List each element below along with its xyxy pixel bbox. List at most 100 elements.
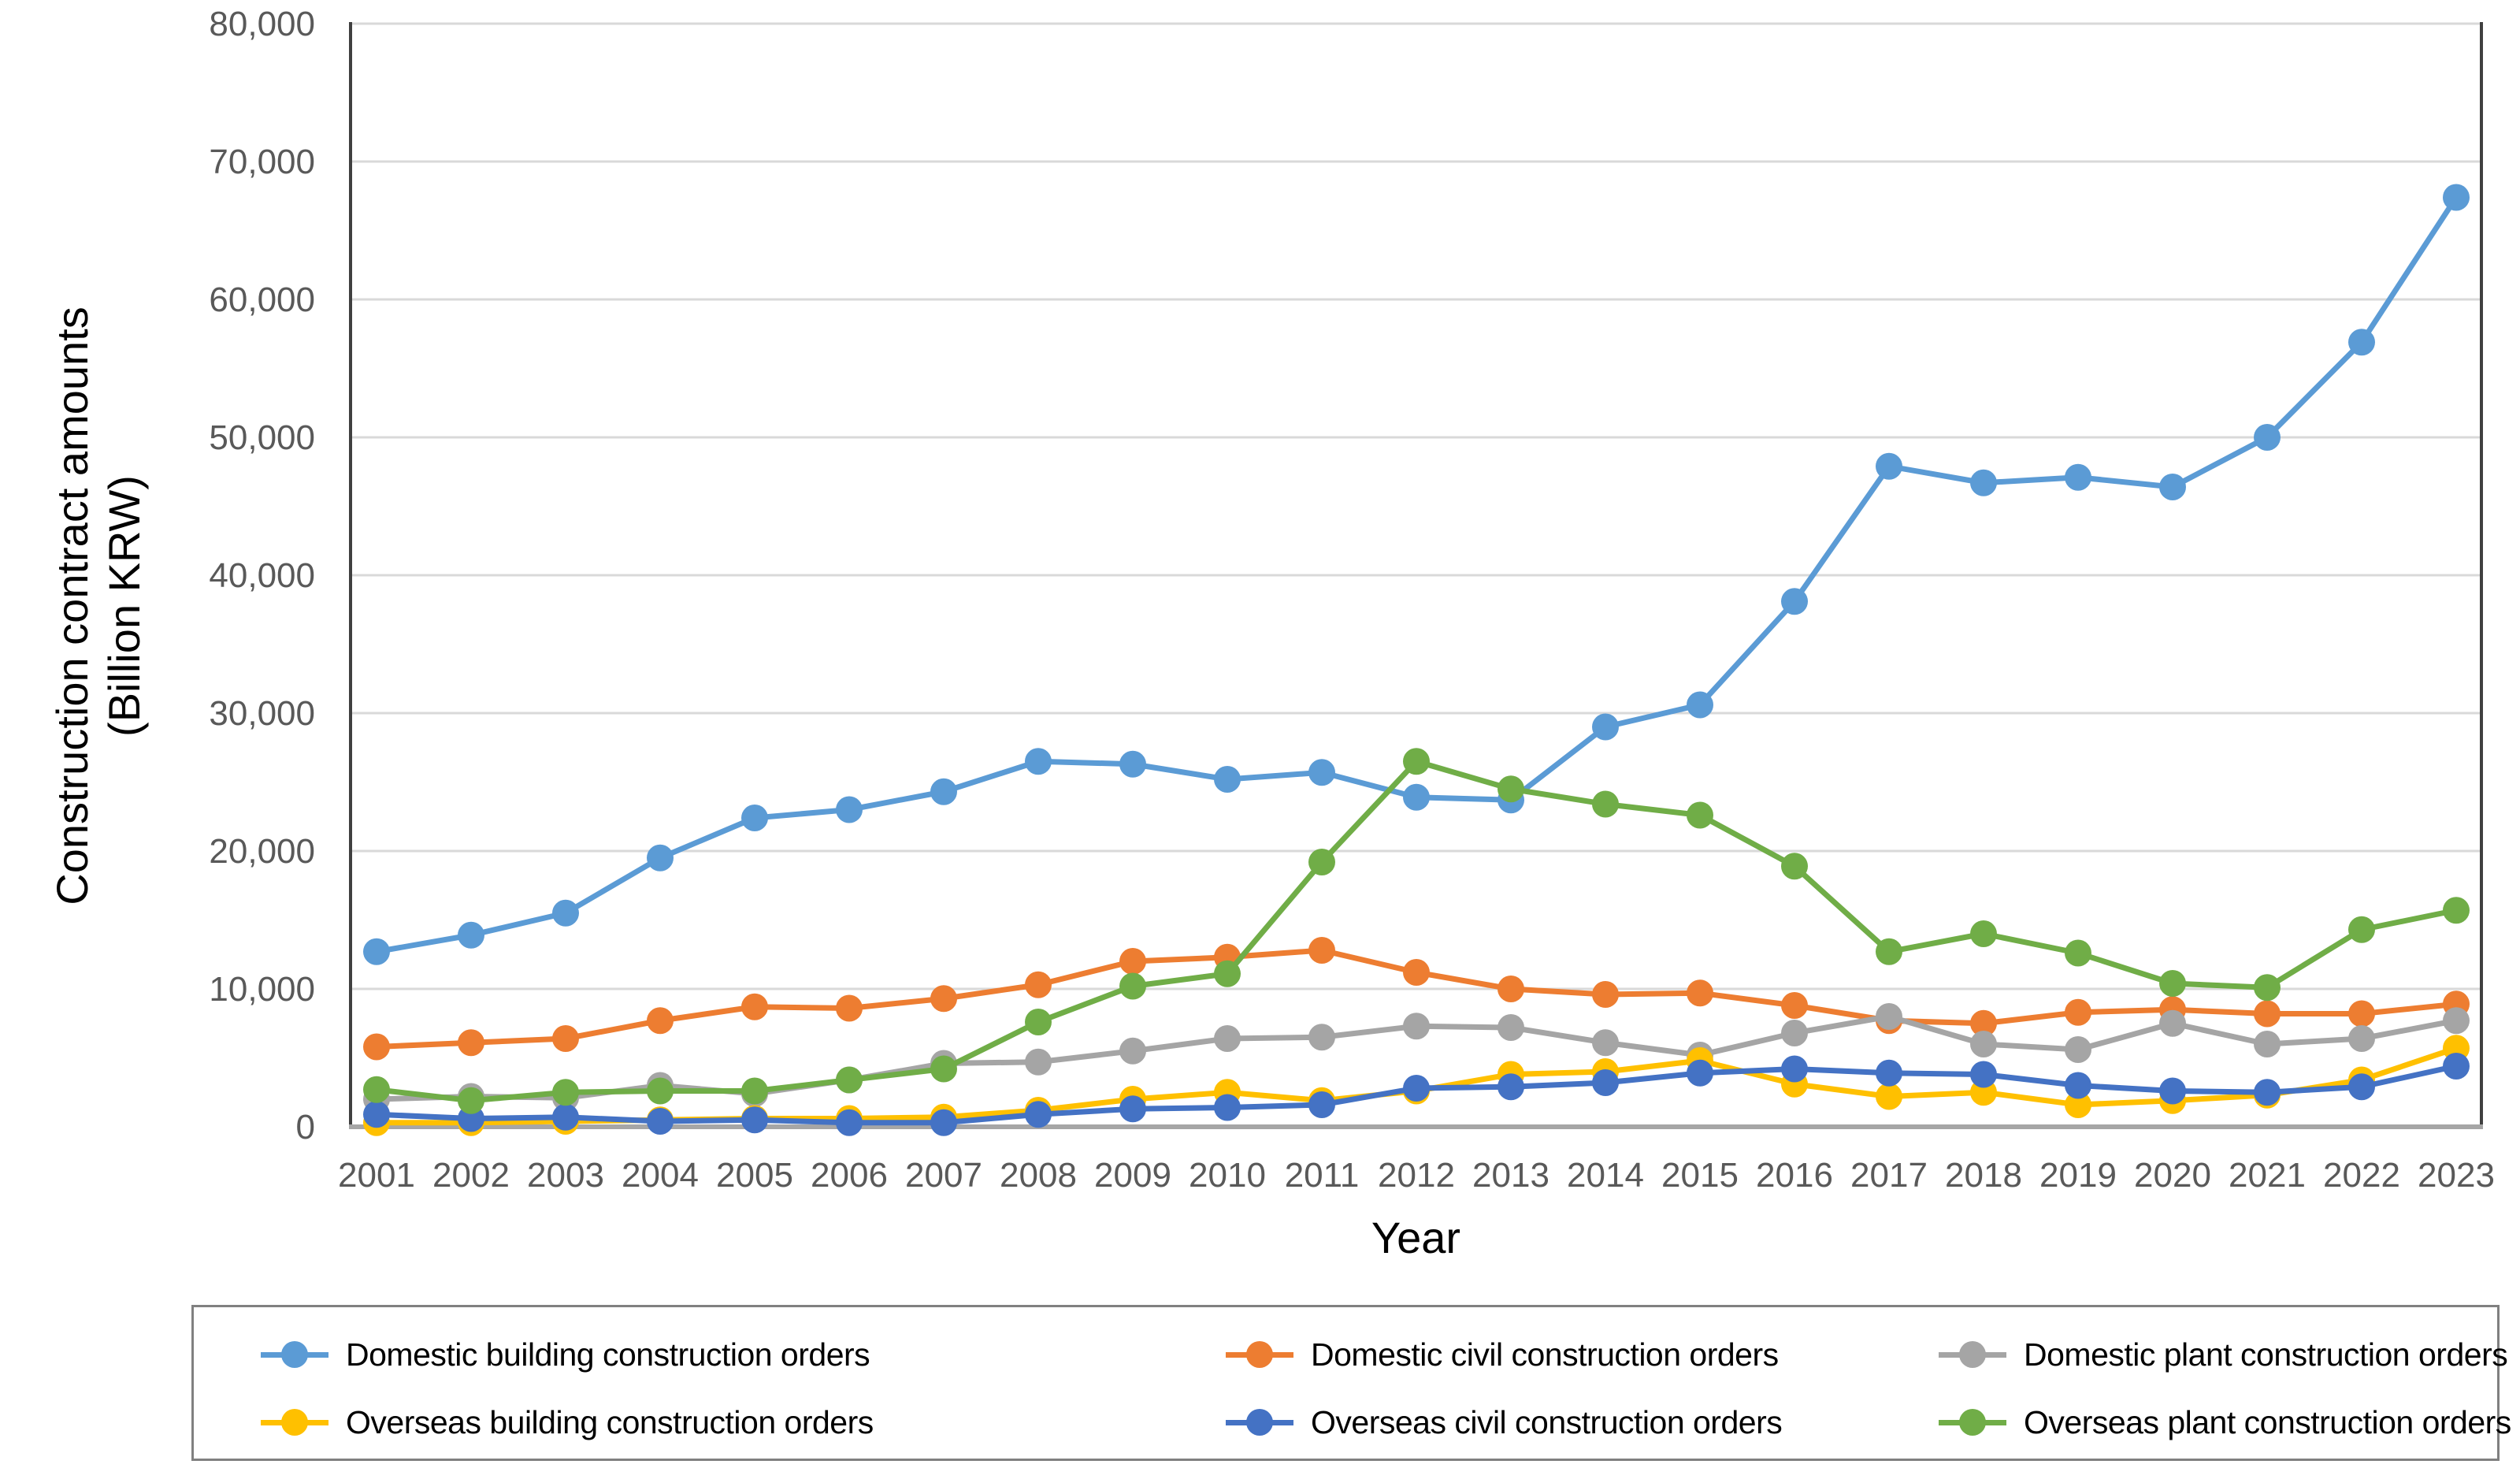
legend-label: Domestic building construction orders (346, 1336, 870, 1373)
y-tick-label: 30,000 (209, 694, 315, 733)
data-point-domestic-plant-construction-orders (1119, 1037, 1146, 1065)
data-point-domestic-plant-construction-orders (2443, 1007, 2470, 1035)
data-point-domestic-civil-construction-orders (836, 994, 863, 1022)
x-tick-label: 2008 (1000, 1156, 1077, 1195)
data-point-domestic-civil-construction-orders (552, 1025, 579, 1052)
data-point-domestic-building-construction-orders (930, 778, 957, 805)
data-point-overseas-plant-construction-orders (2065, 939, 2091, 967)
y-tick-label: 70,000 (209, 143, 315, 181)
data-point-overseas-plant-construction-orders (1687, 801, 1713, 829)
x-tick-label: 2011 (1285, 1156, 1360, 1195)
x-tick-label: 2001 (338, 1156, 415, 1195)
data-point-overseas-civil-construction-orders (2254, 1079, 2281, 1106)
data-point-overseas-civil-construction-orders (1214, 1094, 1241, 1121)
data-point-overseas-civil-construction-orders (2065, 1072, 2091, 1099)
data-point-domestic-civil-construction-orders (1687, 979, 1713, 1007)
data-point-domestic-civil-construction-orders (1970, 1009, 1997, 1037)
data-point-overseas-civil-construction-orders (1781, 1055, 1808, 1083)
legend-label: Domestic plant construction orders (2024, 1336, 2508, 1373)
data-point-overseas-civil-construction-orders (2159, 1077, 2186, 1105)
data-point-domestic-plant-construction-orders (1781, 1020, 1808, 1046)
data-point-overseas-plant-construction-orders (2348, 916, 2375, 943)
data-point-domestic-building-construction-orders (2159, 474, 2186, 500)
x-tick-label: 2019 (2039, 1156, 2117, 1195)
data-point-domestic-building-construction-orders (458, 921, 484, 949)
legend-item: Domestic plant construction orders (1939, 1332, 2508, 1377)
data-point-domestic-building-construction-orders (741, 805, 768, 831)
y-tick-label: 20,000 (209, 832, 315, 871)
data-point-overseas-plant-construction-orders (1119, 972, 1146, 1000)
series-line-overseas-plant-construction-orders (373, 758, 2459, 1104)
data-point-domestic-plant-construction-orders (1308, 1024, 1335, 1051)
data-point-overseas-plant-construction-orders (363, 1076, 390, 1103)
y-tick-label: 80,000 (209, 5, 315, 43)
x-tick-label: 2002 (432, 1156, 510, 1195)
data-point-domestic-building-construction-orders (1214, 766, 1241, 793)
legend-label: Overseas civil construction orders (1311, 1403, 1783, 1440)
data-point-overseas-plant-construction-orders (930, 1055, 957, 1083)
data-point-domestic-plant-construction-orders (2065, 1036, 2091, 1063)
x-tick-label: 2009 (1094, 1156, 1171, 1195)
data-point-domestic-civil-construction-orders (363, 1033, 390, 1061)
data-point-domestic-civil-construction-orders (2065, 998, 2091, 1026)
data-point-domestic-building-construction-orders (2065, 463, 2091, 491)
data-point-overseas-plant-construction-orders (1876, 938, 1902, 965)
legend-item: Domestic civil construction orders (1226, 1332, 1779, 1377)
legend-label: Overseas building construction orders (346, 1403, 874, 1440)
data-point-overseas-civil-construction-orders (1876, 1059, 1902, 1087)
data-point-overseas-plant-construction-orders (1970, 920, 1997, 947)
data-point-domestic-plant-construction-orders (1498, 1014, 1524, 1041)
data-point-overseas-civil-construction-orders (1403, 1075, 1430, 1102)
legend-label: Overseas plant construction orders (2024, 1403, 2511, 1440)
data-point-overseas-plant-construction-orders (1403, 748, 1430, 775)
data-point-domestic-civil-construction-orders (1781, 992, 1808, 1019)
data-point-overseas-plant-construction-orders (2254, 974, 2281, 1002)
data-point-domestic-civil-construction-orders (2348, 1000, 2375, 1028)
legend-item: Domestic building construction orders (261, 1332, 870, 1377)
chart-legend: Domestic building construction orders Dom… (191, 1305, 2511, 1461)
data-point-overseas-civil-construction-orders (1308, 1091, 1335, 1118)
data-point-domestic-civil-construction-orders (1308, 937, 1335, 964)
data-point-overseas-plant-construction-orders (1781, 853, 1808, 880)
data-point-overseas-plant-construction-orders (836, 1066, 863, 1094)
data-point-domestic-plant-construction-orders (2348, 1025, 2375, 1052)
data-point-domestic-building-construction-orders (1308, 759, 1335, 786)
legend-marker-icon (1226, 1400, 1293, 1444)
data-point-overseas-civil-construction-orders (1119, 1095, 1146, 1123)
data-point-domestic-building-construction-orders (1876, 452, 1902, 480)
data-point-domestic-plant-construction-orders (2159, 1009, 2186, 1037)
data-point-domestic-building-construction-orders (552, 899, 579, 927)
data-point-domestic-building-construction-orders (1687, 691, 1713, 719)
data-point-overseas-plant-construction-orders (1025, 1009, 1052, 1035)
data-point-overseas-civil-construction-orders (1970, 1061, 1997, 1088)
data-point-overseas-plant-construction-orders (647, 1077, 674, 1105)
data-point-domestic-building-construction-orders (363, 938, 390, 965)
data-point-overseas-civil-construction-orders (2443, 1053, 2470, 1080)
legend-marker-icon (1226, 1332, 1293, 1377)
data-point-domestic-plant-construction-orders (1592, 1029, 1619, 1057)
y-tick-label: 40,000 (209, 556, 315, 595)
data-point-domestic-plant-construction-orders (1025, 1048, 1052, 1076)
legend-label: Domestic civil construction orders (1311, 1336, 1779, 1373)
data-point-overseas-plant-construction-orders (1214, 960, 1241, 987)
data-point-domestic-building-construction-orders (1781, 588, 1808, 615)
legend-marker-icon (1939, 1400, 2006, 1444)
x-tick-label: 2012 (1378, 1156, 1455, 1195)
x-tick-label: 2005 (716, 1156, 793, 1195)
y-tick-label: 60,000 (209, 281, 315, 319)
data-point-domestic-civil-construction-orders (930, 985, 957, 1013)
data-point-domestic-building-construction-orders (1025, 748, 1052, 775)
data-point-overseas-plant-construction-orders (2159, 970, 2186, 997)
data-point-domestic-building-construction-orders (1119, 750, 1146, 778)
x-tick-label: 2018 (1945, 1156, 2022, 1195)
data-point-overseas-civil-construction-orders (1592, 1069, 1619, 1096)
data-point-overseas-civil-construction-orders (741, 1106, 768, 1134)
data-point-overseas-plant-construction-orders (741, 1077, 768, 1105)
legend-item: Overseas plant construction orders (1939, 1400, 2511, 1444)
data-point-domestic-civil-construction-orders (741, 993, 768, 1020)
x-tick-label: 2006 (811, 1156, 888, 1195)
data-point-overseas-civil-construction-orders (1498, 1073, 1524, 1101)
x-tick-label: 2022 (2323, 1156, 2400, 1195)
y-tick-label: 50,000 (209, 418, 315, 457)
